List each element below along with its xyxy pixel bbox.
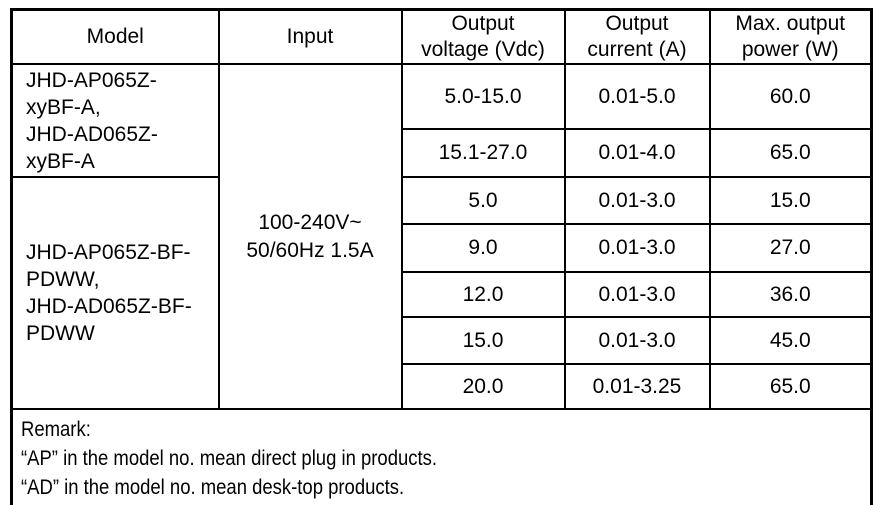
output-current-value: 0.01-3.0 (563, 271, 711, 318)
table-row: 20.0 0.01-3.25 65.0 (12, 363, 873, 410)
output-current-value: 0.01-3.0 (563, 223, 711, 273)
output-voltage-value: 5.0 (400, 176, 566, 225)
model-group-2-cell: JHD-AP065Z-BF- PDWW, JHD-AD065Z-BF- PDWW (10, 176, 220, 410)
output-voltage-value: 9.0 (400, 223, 566, 273)
model-group-1-cell: JHD-AP065Z- xyBF-A, JHD-AD065Z- xyBF-A (10, 63, 220, 178)
output-voltage-value: 5.0-15.0 (400, 63, 566, 130)
column-header-output-voltage: Output voltage (Vdc) (400, 8, 566, 65)
column-header-input: Input (217, 8, 403, 65)
output-current-value: 0.01-5.0 (563, 63, 711, 130)
output-current-value: 0.01-4.0 (563, 128, 711, 178)
max-power-value: 65.0 (708, 128, 873, 178)
spec-table: Model Input Output voltage (Vdc) Output … (10, 8, 873, 505)
column-header-model: Model (10, 8, 220, 65)
table-row: 12.0 0.01-3.0 36.0 (12, 271, 873, 318)
table-row: JHD-AP065Z-BF- PDWW, JHD-AD065Z-BF- PDWW… (10, 176, 873, 410)
max-power-value: 60.0 (708, 63, 873, 130)
input-spec-cell: 100-240V~ 50/60Hz 1.5A (217, 63, 403, 410)
output-current-value: 0.01-3.25 (563, 363, 711, 410)
max-power-value: 65.0 (708, 363, 873, 410)
output-voltage-value: 12.0 (400, 271, 566, 318)
remark-line-ad: “AD” in the model no. mean desk-top prod… (21, 476, 405, 499)
max-power-value: 15.0 (708, 176, 873, 225)
output-voltage-value: 20.0 (400, 363, 566, 410)
output-current-value: 0.01-3.0 (563, 316, 711, 365)
table-row: 15.0 0.01-3.0 45.0 (12, 316, 873, 365)
max-power-value: 27.0 (708, 223, 873, 273)
column-header-max-output-power: Max. output power (W) (708, 8, 873, 65)
max-power-value: 36.0 (708, 271, 873, 318)
max-power-value: 45.0 (708, 316, 873, 365)
output-current-value: 0.01-3.0 (563, 176, 711, 225)
output-voltage-value: 15.1-27.0 (400, 128, 566, 178)
remark-row: Remark: “AP” in the model no. mean direc… (10, 408, 873, 505)
remark-title: Remark: (21, 418, 91, 441)
header-row: Model Input Output voltage (Vdc) Output … (10, 8, 873, 65)
output-voltage-value: 15.0 (400, 316, 566, 365)
table-row: 15.1-27.0 0.01-4.0 65.0 (12, 128, 873, 178)
remark-line-ap: “AP” in the model no. mean direct plug i… (21, 447, 438, 470)
table-row: 9.0 0.01-3.0 27.0 (12, 223, 873, 273)
table-row: JHD-AP065Z- xyBF-A, JHD-AD065Z- xyBF-A 1… (10, 63, 873, 410)
remark-cell: Remark: “AP” in the model no. mean direc… (10, 408, 873, 505)
column-header-output-current: Output current (A) (563, 8, 711, 65)
